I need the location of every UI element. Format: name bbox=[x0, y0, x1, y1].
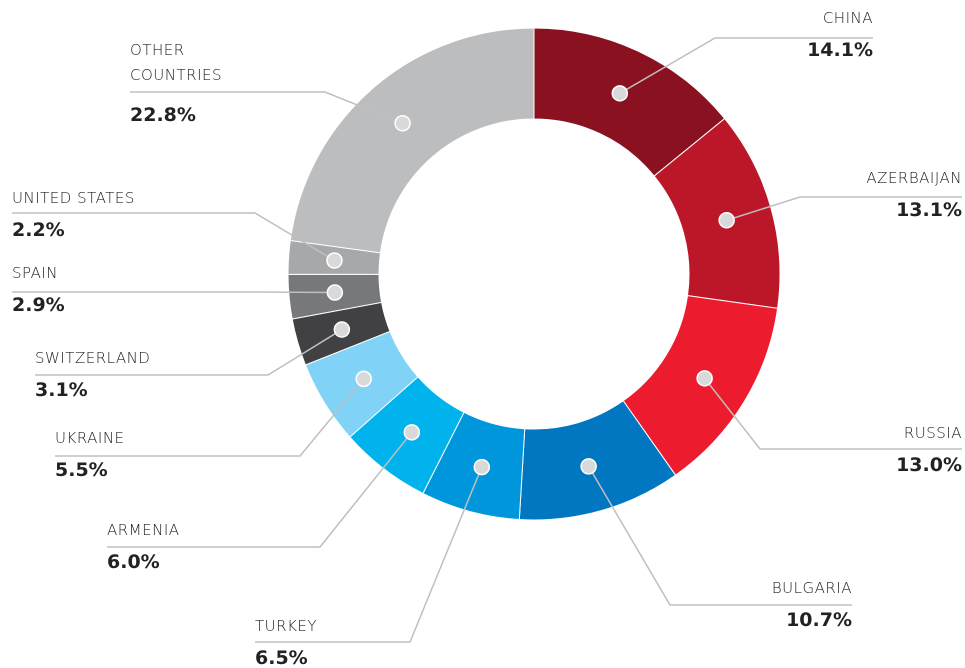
category-name: OTHER COUNTRIES bbox=[130, 41, 222, 84]
value-label: 6.5% bbox=[255, 647, 308, 668]
value-label: 6.0% bbox=[107, 551, 160, 573]
slice-label: SPAIN 2.9% bbox=[12, 261, 65, 318]
leader-dot bbox=[333, 321, 351, 338]
slice-label: OTHER COUNTRIES 22.8% bbox=[130, 38, 260, 128]
category-name: UNITED STATES bbox=[12, 189, 135, 207]
leader-dot bbox=[611, 85, 629, 102]
leader-line bbox=[619, 37, 873, 94]
slice-label: TURKEY 6.5% bbox=[255, 614, 317, 668]
leader-dot bbox=[326, 252, 343, 269]
value-label: 3.1% bbox=[35, 379, 88, 401]
slice-label: AZERBAIJAN 13.1% bbox=[866, 166, 962, 223]
value-label: 13.1% bbox=[896, 199, 962, 221]
slice-label: SWITZERLAND 3.1% bbox=[35, 346, 150, 403]
leader-line bbox=[35, 328, 343, 376]
category-name: UKRAINE bbox=[55, 429, 125, 447]
value-label: 22.8% bbox=[130, 104, 196, 126]
leader-line bbox=[12, 212, 335, 262]
category-name: RUSSIA bbox=[903, 424, 962, 442]
value-label: 2.2% bbox=[12, 219, 65, 241]
category-name: SWITZERLAND bbox=[35, 349, 151, 367]
leader-dot bbox=[696, 370, 713, 387]
leader-dot bbox=[580, 458, 597, 475]
category-name: CHINA bbox=[822, 9, 873, 27]
category-name: SPAIN bbox=[12, 264, 59, 282]
leader-dot bbox=[718, 212, 735, 229]
leader-dot bbox=[394, 114, 411, 132]
slice-label: UNITED STATES 2.2% bbox=[12, 186, 135, 243]
leader-line bbox=[587, 466, 852, 606]
slice-label: UKRAINE 5.5% bbox=[55, 426, 125, 483]
leader-dot bbox=[403, 424, 421, 441]
category-name: TURKEY bbox=[255, 617, 318, 635]
leader-line bbox=[55, 378, 365, 457]
value-label: 2.9% bbox=[12, 294, 65, 316]
value-label: 13.0% bbox=[896, 454, 962, 476]
category-name: AZERBAIJAN bbox=[866, 169, 962, 187]
slice-label: RUSSIA 13.0% bbox=[896, 421, 962, 478]
value-label: 14.1% bbox=[807, 39, 873, 61]
category-name: BULGARIA bbox=[771, 579, 852, 597]
leader-dot bbox=[326, 284, 344, 301]
leader-line bbox=[12, 291, 335, 294]
leader-line bbox=[130, 91, 403, 124]
leader-line bbox=[726, 196, 962, 221]
leader-dot bbox=[355, 370, 372, 388]
slice-label: CHINA 14.1% bbox=[807, 6, 873, 63]
leader-dot bbox=[473, 458, 491, 476]
leader-line bbox=[704, 377, 962, 450]
donut-slice bbox=[289, 27, 535, 254]
slice-label: BULGARIA 10.7% bbox=[772, 576, 852, 633]
slice-label: ARMENIA 6.0% bbox=[107, 518, 180, 575]
leader-line bbox=[107, 431, 413, 548]
category-name: ARMENIA bbox=[107, 521, 180, 539]
leader-line bbox=[255, 466, 483, 643]
value-label: 5.5% bbox=[55, 459, 108, 481]
value-label: 10.7% bbox=[786, 609, 852, 631]
